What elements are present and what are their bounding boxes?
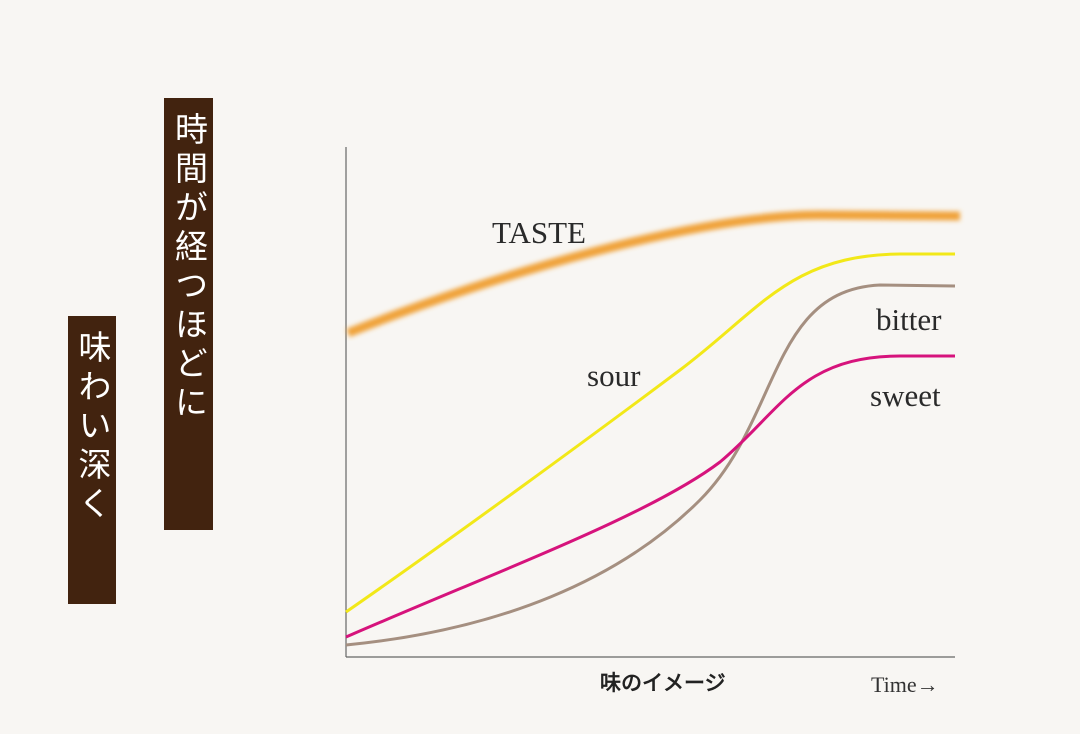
sour-curve [345, 252, 955, 614]
caption: 味のイメージ [600, 671, 726, 695]
curve-label: TASTE [492, 215, 586, 250]
curve-label: sour [587, 358, 641, 393]
sweet-curve [345, 354, 955, 639]
x-label: Time→ [871, 672, 939, 697]
bitter-curve [345, 283, 956, 647]
taste-curve [346, 210, 961, 338]
curve-label: bitter [876, 302, 942, 337]
banner: 味わい深く [68, 316, 116, 604]
banner: 時間が経つほどに [164, 98, 213, 530]
curve-label: sweet [870, 378, 941, 413]
